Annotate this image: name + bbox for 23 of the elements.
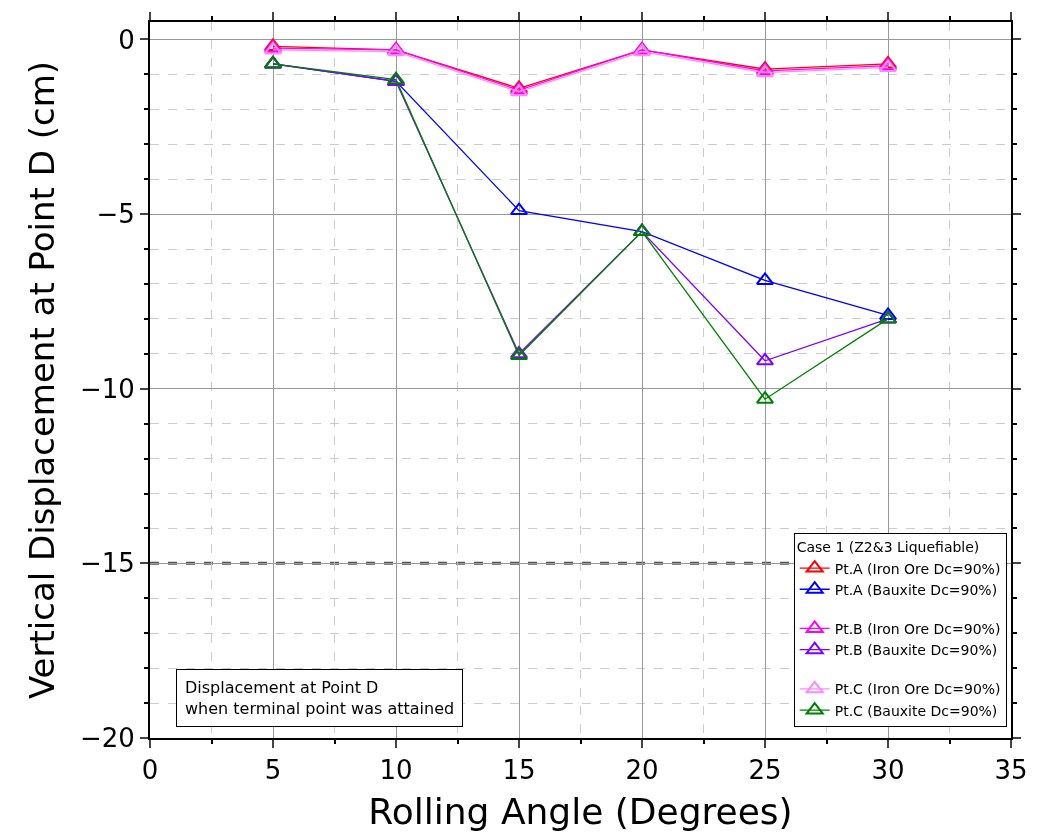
x-tick-label: 5 xyxy=(264,755,282,786)
x-tick-label: 30 xyxy=(871,755,905,786)
x-tick-label: 20 xyxy=(625,755,659,786)
x-axis-title: Rolling Angle (Degrees) xyxy=(368,791,793,833)
y-tick-label: 0 xyxy=(118,24,135,55)
legend-title: Case 1 (Z2&3 Liquefiable) xyxy=(796,539,980,556)
x-tick-label: 25 xyxy=(748,755,782,786)
x-tick-label: 35 xyxy=(994,755,1028,786)
x-tick-label: 0 xyxy=(141,755,159,786)
x-tick-label: 15 xyxy=(502,755,536,786)
legend-label: Pt.B (Bauxite Dc=90%) xyxy=(834,642,998,659)
y-tick-label: −20 xyxy=(79,723,135,754)
y-tick-label: −5 xyxy=(96,199,135,230)
x-tick-label: 10 xyxy=(379,755,413,786)
y-tick-label: −10 xyxy=(79,373,135,404)
annotation: Displacement at Point D when terminal point was attained xyxy=(185,678,455,718)
legend-label: Pt.C (Iron Ore Dc=90%) xyxy=(834,681,1001,698)
legend-label: Pt.C (Bauxite Dc=90%) xyxy=(834,702,998,719)
legend-label: Pt.B (Iron Ore Dc=90%) xyxy=(834,620,1001,637)
legend-label: Pt.A (Bauxite Dc=90%) xyxy=(834,581,998,598)
legend-label: Pt.A (Iron Ore Dc=90%) xyxy=(834,560,1001,577)
y-axis-title: Vertical Displacement at Point D (cm) xyxy=(22,60,63,700)
y-tick-label: −15 xyxy=(79,548,135,579)
